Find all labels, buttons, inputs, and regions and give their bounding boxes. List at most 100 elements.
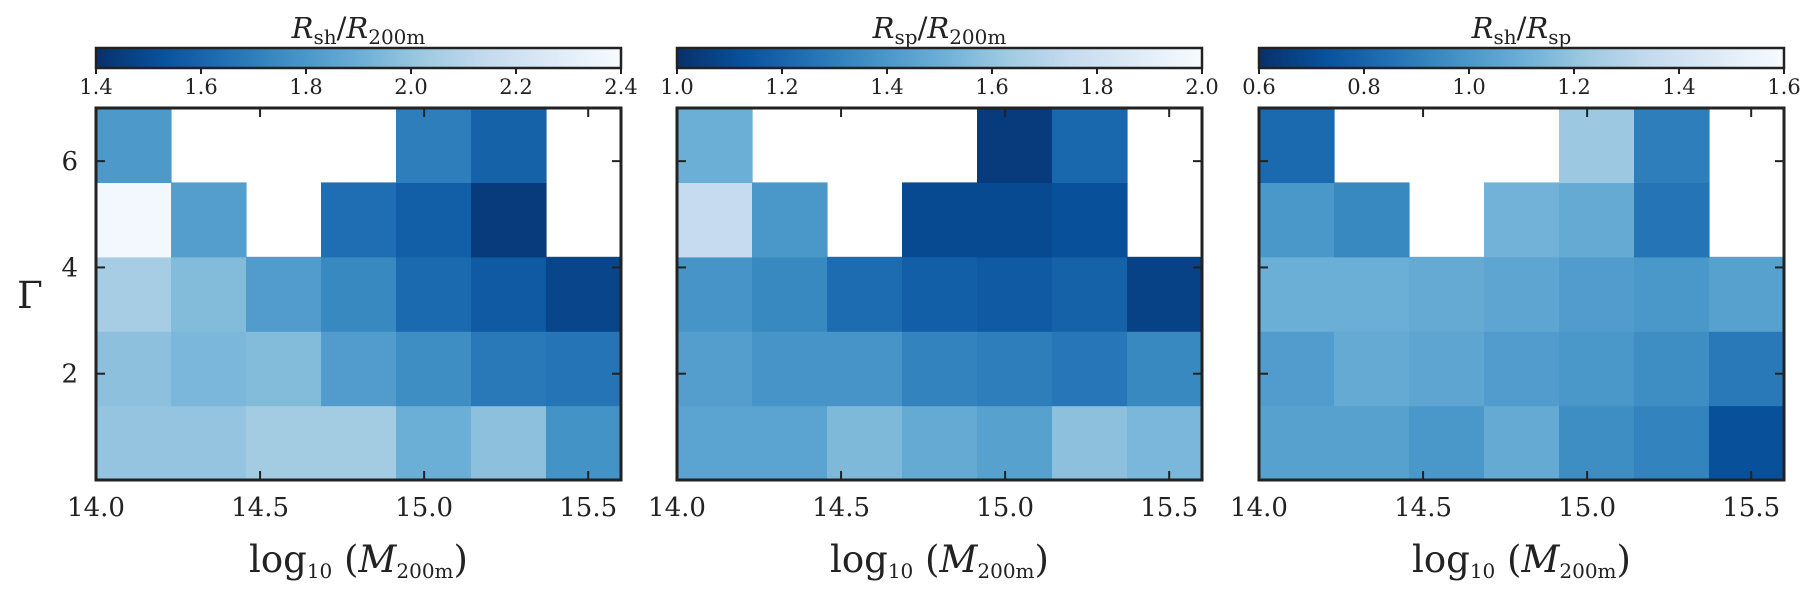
heatmap-cell [677,256,753,332]
colorbar-tick-label: 1.4 [79,75,112,99]
heatmap-cell [977,256,1053,332]
colorbar-gradient [1257,46,1786,70]
colorbar-tick-label: 1.6 [1767,75,1800,99]
heatmap-cell [96,405,172,481]
heatmap-cell [396,405,472,481]
heatmap-cell [321,331,397,407]
heatmap-cell [545,331,622,407]
plot-frame [94,106,623,482]
heatmap-cell [171,331,247,407]
colorbar: Rsh/R200m 1.4 1.6 1.8 2.0 2.2 2.4 [79,11,637,99]
heatmap-cell [1559,108,1635,183]
heatmap-cell [1334,405,1410,481]
colorbar-title: Rsh/R200m [291,11,426,49]
x-tick-label: 14.0 [1230,493,1288,523]
x-tick-label: 15.5 [1722,493,1780,523]
heatmap-cell [1259,108,1335,183]
heatmap-cells [677,108,1203,481]
heatmap-cell [245,331,322,407]
heatmap-cell [1126,405,1203,481]
heatmap-cell [1559,256,1635,332]
heatmap-cell [1484,256,1560,332]
colorbar: Rsp/R200m 1.0 1.2 1.4 1.6 1.8 2.0 [660,11,1218,99]
colorbar-tick-label: 1.0 [660,75,693,99]
x-tick-label: 15.5 [1140,493,1198,523]
colorbar: Rsh/Rsp 0.6 0.8 1.0 1.2 1.4 1.6 [1242,11,1800,99]
heatmap-cell [171,182,247,258]
heatmap-cell [1334,331,1410,407]
x-axis-title: log10 (M200m) [1412,538,1631,583]
colorbar-gradient [675,46,1204,70]
heatmap-cell [902,182,978,258]
heatmap-cell [471,108,547,183]
heatmap-cell [245,256,322,332]
heatmap-cell [396,182,472,258]
x-tick-label: 14.5 [812,493,870,523]
heatmap-cell [321,256,397,332]
heatmap-cell [902,331,978,407]
heatmap-cell [96,108,172,183]
heatmap-cell [902,405,978,481]
heatmap-cell [471,182,547,258]
x-tick-label: 15.0 [395,493,453,523]
heatmap-cell [677,405,753,481]
heatmap-cells [96,108,622,481]
heatmap-cell [96,256,172,332]
colorbar-tick-label: 1.2 [765,75,798,99]
heatmap-cell [902,256,978,332]
x-tick-label: 14.0 [648,493,706,523]
heatmap-cell [1484,331,1560,407]
heatmap-cell [1259,182,1335,258]
colorbar-tick-label: 1.8 [1080,75,1113,99]
heatmap-cell [1708,331,1785,407]
heatmap-cell [1484,405,1560,481]
colorbar-tick-label: 1.4 [1662,75,1695,99]
heatmap-cell [1634,108,1710,183]
heatmap-cell [1634,331,1710,407]
plot-frame [675,106,1204,482]
panel-rsh-r200m: Rsh/R200m 1.4 1.6 1.8 2.0 2.2 2.4 14.0 14.5 15.… [17,11,638,583]
heatmap-cell [1259,331,1335,407]
x-tick-label: 15.5 [559,493,617,523]
colorbar-tick-label: 1.2 [1557,75,1590,99]
heatmap-cell [1634,182,1710,258]
heatmap-cell [1559,182,1635,258]
heatmap-cell [396,108,472,183]
x-tick-label: 14.0 [67,493,125,523]
heatmap-cell [321,182,397,258]
x-axis-title: log10 (M200m) [249,538,468,583]
heatmap-cell [1259,256,1335,332]
heatmap-cells [1259,108,1785,481]
colorbar-tick-label: 1.4 [870,75,903,99]
heatmap-cell [471,331,547,407]
heatmap-cell [1126,256,1203,332]
heatmap-cell [752,182,828,258]
colorbar-title: Rsp/R200m [872,11,1007,49]
heatmap-cell [826,256,903,332]
x-tick-label: 15.0 [976,493,1034,523]
heatmap-cell [1052,182,1128,258]
heatmap-cell [1634,405,1710,481]
heatmap-cell [752,256,828,332]
heatmap-cell [752,405,828,481]
heatmap-cell [1559,405,1635,481]
heatmap-cell [826,331,903,407]
heatmap-cell [1052,405,1128,481]
heatmap-cell [1484,182,1560,258]
y-tick-label: 2 [61,360,78,390]
colorbar-tick-label: 1.0 [1452,75,1485,99]
heatmap-cell [752,331,828,407]
heatmap-cell [171,405,247,481]
colorbar-tick-label: 1.6 [975,75,1008,99]
heatmap-cell [1126,331,1203,407]
heatmap-cell [1259,405,1335,481]
heatmap-cell [1634,256,1710,332]
heatmap-cell [1052,256,1128,332]
colorbar-tick-label: 1.6 [184,75,217,99]
heatmap-cell [545,256,622,332]
heatmap-cell [1052,331,1128,407]
panel-rsh-rsp: Rsh/Rsp 0.6 0.8 1.0 1.2 1.4 1.6 14.0 14.5 15.0 1… [1230,11,1800,583]
heatmap-cell [321,405,397,481]
heatmap-cell [96,182,172,258]
heatmap-cell [471,256,547,332]
